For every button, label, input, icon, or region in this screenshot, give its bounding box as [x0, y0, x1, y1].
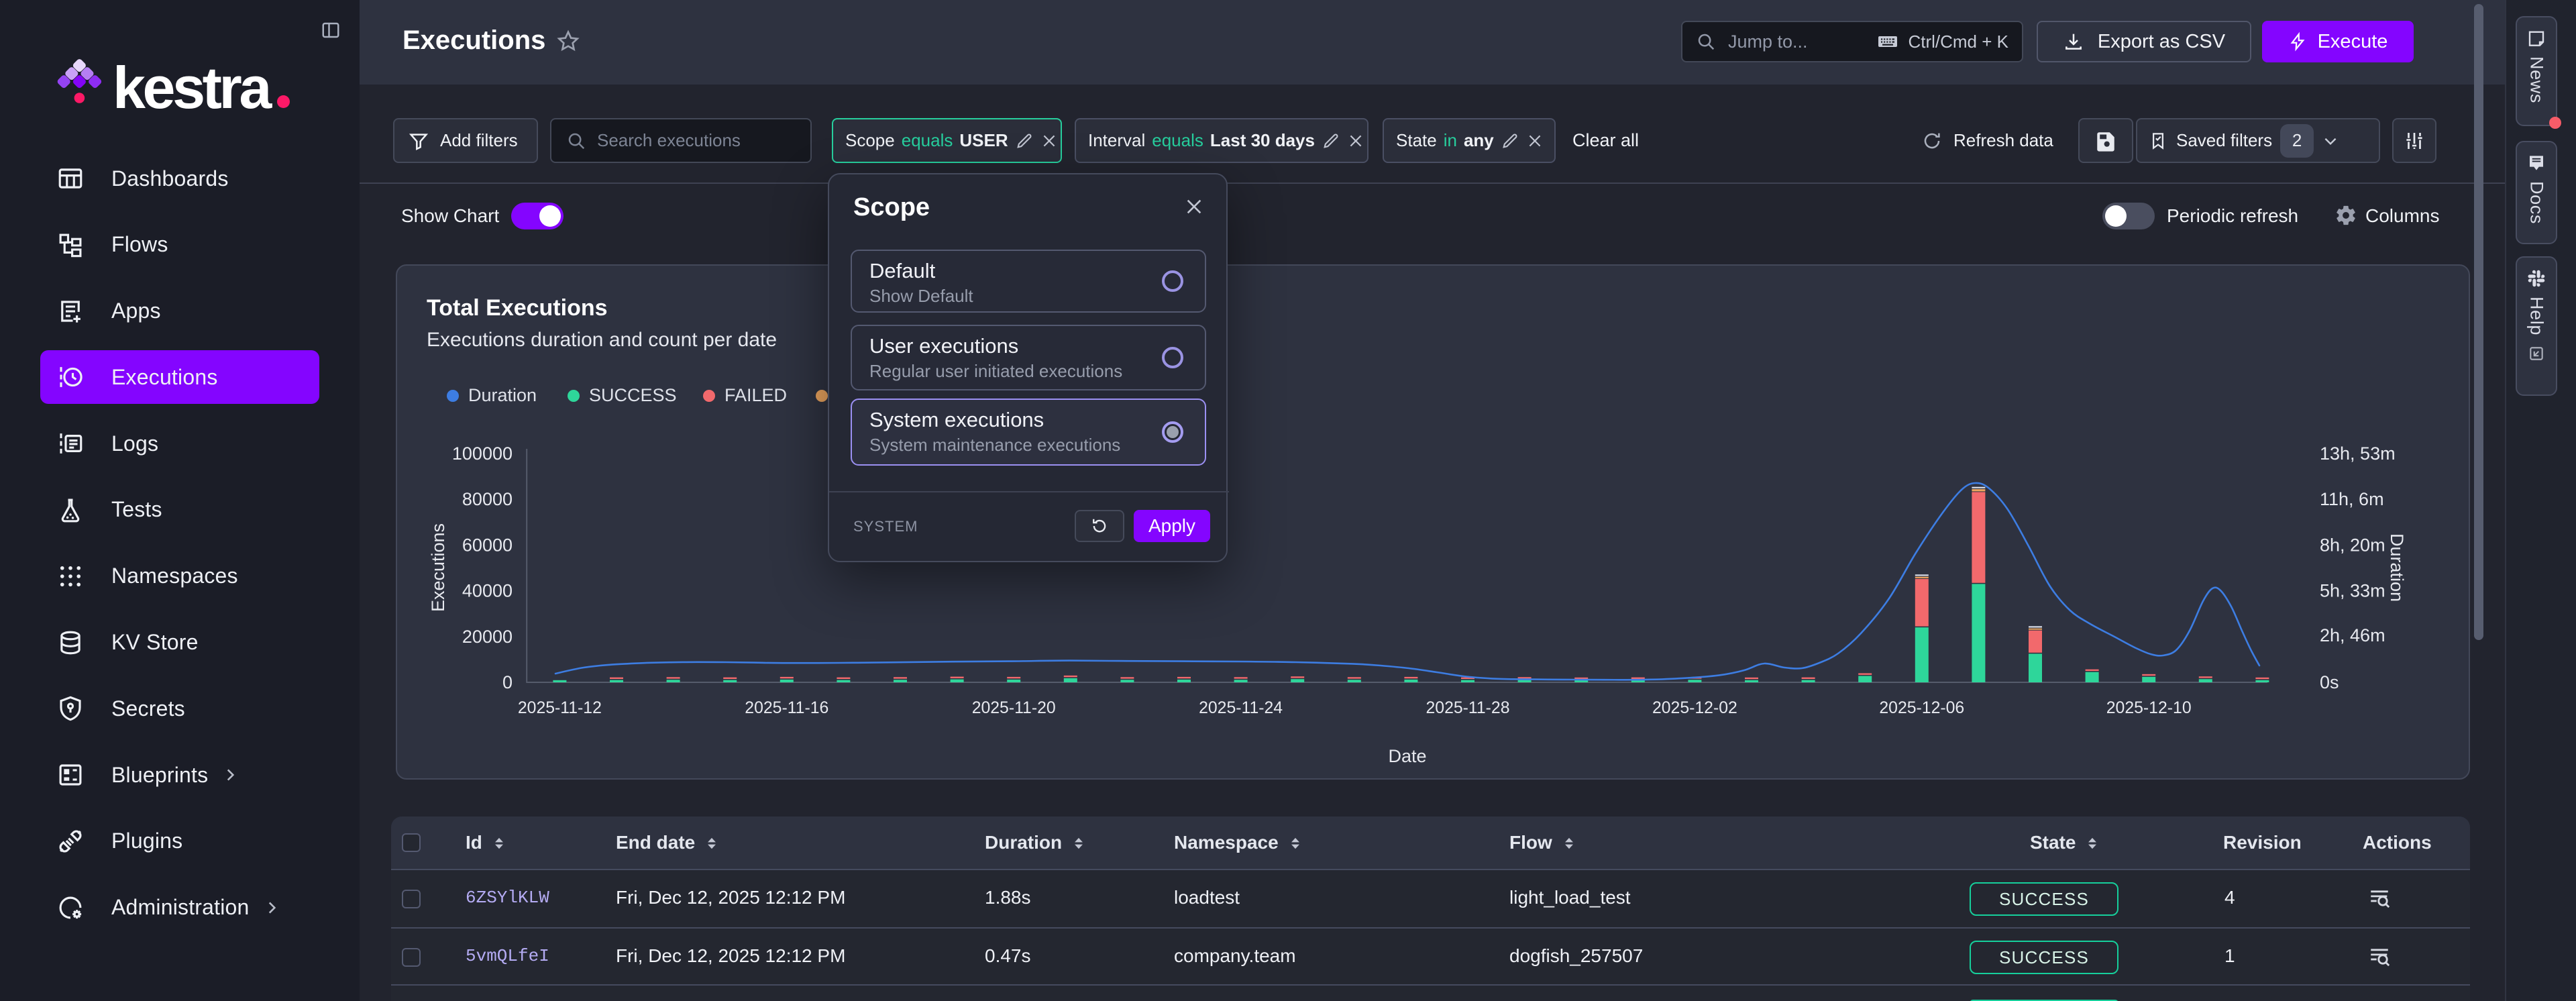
- svg-text:2025-11-24: 2025-11-24: [1199, 699, 1283, 717]
- svg-text:2025-11-16: 2025-11-16: [745, 699, 828, 717]
- svg-text:8h, 20m: 8h, 20m: [2320, 535, 2385, 555]
- svg-text:100000: 100000: [452, 443, 513, 464]
- svg-text:Duration: Duration: [2387, 533, 2407, 602]
- svg-text:13h, 53m: 13h, 53m: [2320, 443, 2396, 464]
- svg-text:60000: 60000: [462, 535, 513, 555]
- svg-text:2025-12-02: 2025-12-02: [1652, 699, 1737, 717]
- svg-text:11h, 6m: 11h, 6m: [2320, 489, 2384, 509]
- svg-text:2025-12-06: 2025-12-06: [1879, 699, 1964, 717]
- svg-text:2025-11-12: 2025-11-12: [518, 699, 602, 717]
- svg-text:2025-11-20: 2025-11-20: [972, 699, 1056, 717]
- svg-text:20000: 20000: [462, 627, 513, 647]
- svg-text:2025-12-10: 2025-12-10: [2106, 699, 2192, 717]
- svg-text:Date: Date: [1388, 746, 1426, 766]
- svg-text:5h, 33m: 5h, 33m: [2320, 581, 2385, 601]
- svg-text:80000: 80000: [462, 489, 513, 509]
- svg-text:0: 0: [502, 672, 513, 692]
- svg-text:40000: 40000: [462, 581, 513, 601]
- svg-text:2h, 46m: 2h, 46m: [2320, 625, 2385, 645]
- svg-text:0s: 0s: [2320, 672, 2339, 692]
- svg-text:2025-11-28: 2025-11-28: [1426, 699, 1509, 717]
- svg-text:Executions: Executions: [428, 523, 448, 612]
